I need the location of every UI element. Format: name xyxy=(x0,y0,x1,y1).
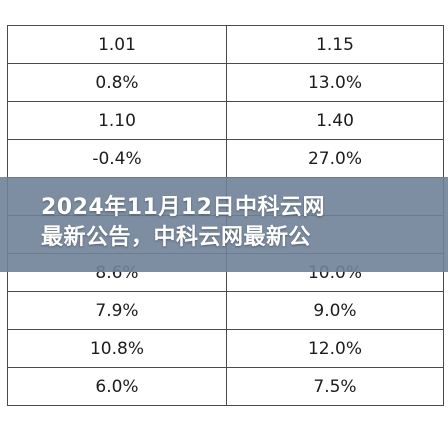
table-cell: 27.0% xyxy=(226,139,444,178)
table-cell: 9.0% xyxy=(226,291,444,330)
table-row: 6.0% 7.5% xyxy=(7,367,444,406)
table-cell: 10.8% xyxy=(7,329,227,368)
table-cell: 1.15 xyxy=(226,25,444,64)
table-cell: 1.10 xyxy=(7,101,227,140)
table-cell: -0.4% xyxy=(7,139,227,178)
table-row: 7.9% 9.0% xyxy=(7,291,444,330)
table-cell: 12.0% xyxy=(226,329,444,368)
banner-title-line-1: 2024年11月12日中科云网 xyxy=(41,195,325,220)
title-banner[interactable]: 2024年11月12日中科云网 最新公告，中科云网最新公 xyxy=(0,177,448,272)
table-cell: 1.01 xyxy=(7,25,227,64)
table-row: 1.01 1.15 xyxy=(7,25,444,64)
table-cell: 7.9% xyxy=(7,291,227,330)
table-row: 0.8% 13.0% xyxy=(7,63,444,102)
table-cell: 0.8% xyxy=(7,63,227,102)
table-row: 10.8% 12.0% xyxy=(7,329,444,368)
table-cell: 6.0% xyxy=(7,367,227,406)
table-cell: 13.0% xyxy=(226,63,444,102)
table-row: -0.4% 27.0% xyxy=(7,139,444,178)
table-cell: 1.40 xyxy=(226,101,444,140)
banner-title-line-2: 最新公告，中科云网最新公 xyxy=(41,225,312,250)
table-row: 1.10 1.40 xyxy=(7,101,444,140)
table-cell: 7.5% xyxy=(226,367,444,406)
